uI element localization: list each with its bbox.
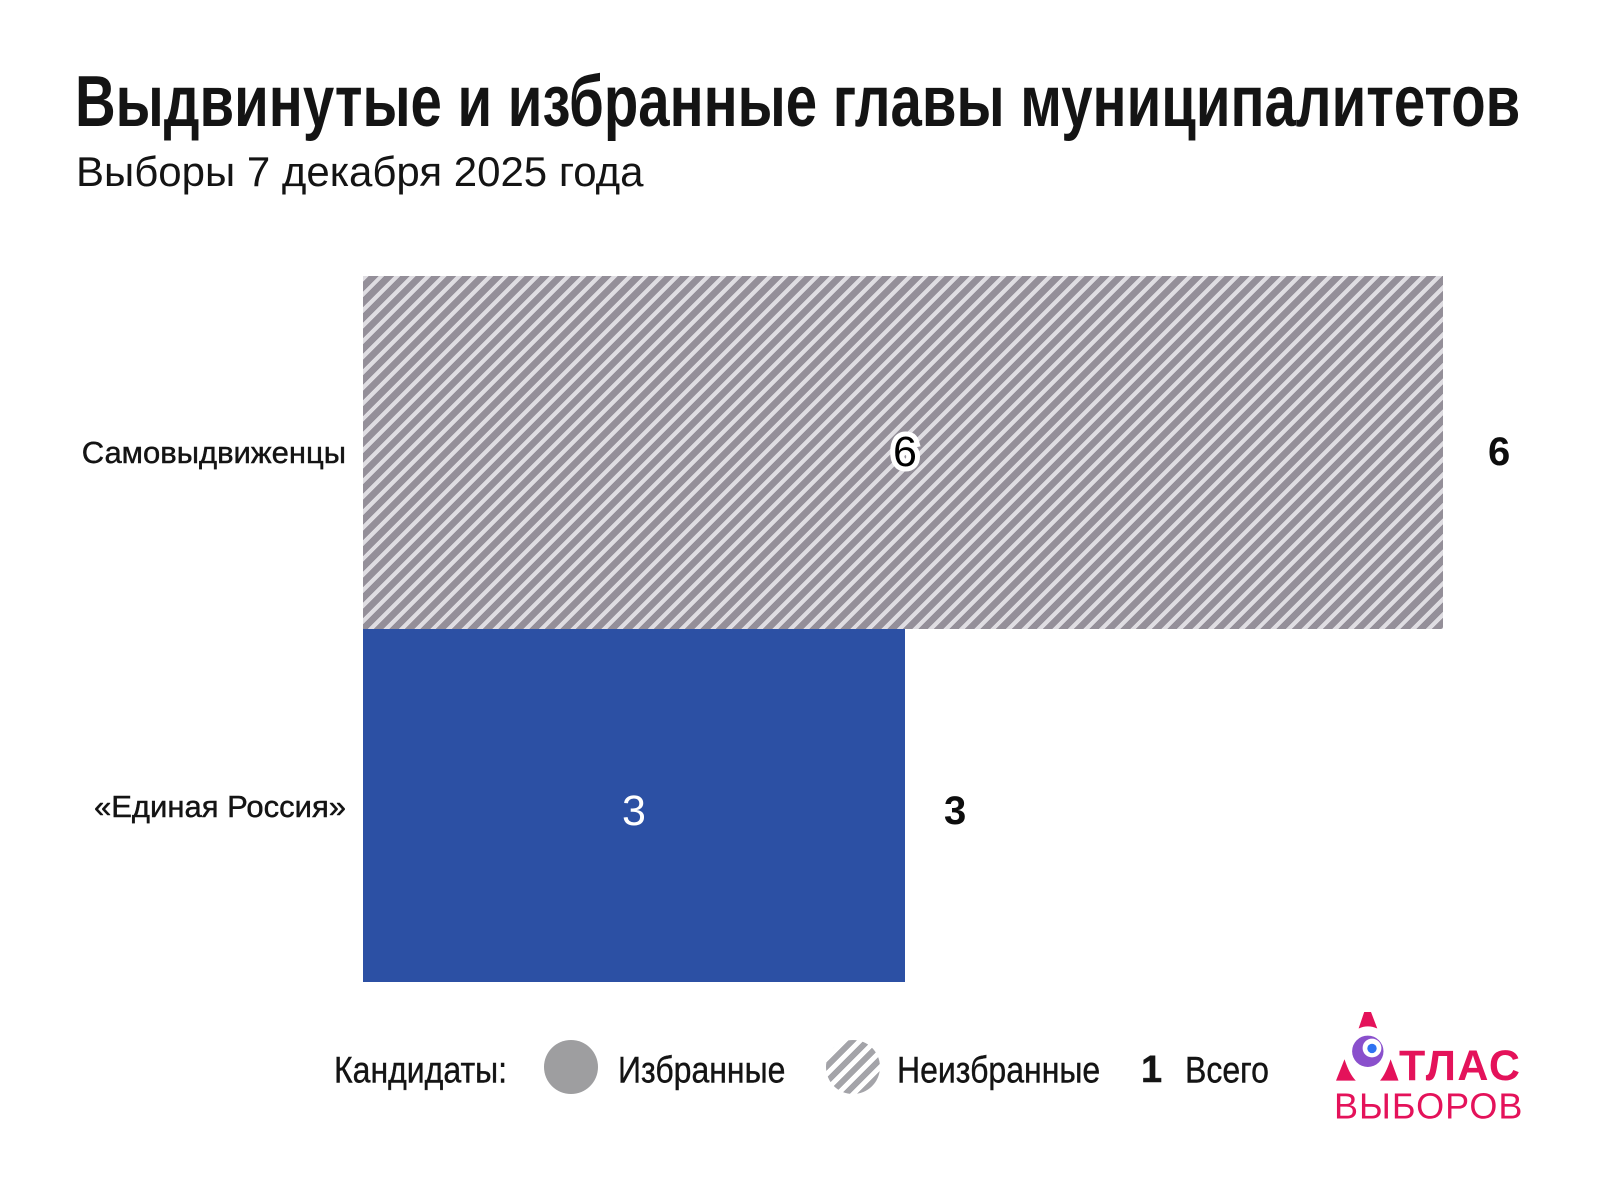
svg-text:ТЛАС: ТЛАС <box>1399 1042 1521 1090</box>
svg-text:ВЫБОРОВ: ВЫБОРОВ <box>1334 1086 1523 1127</box>
